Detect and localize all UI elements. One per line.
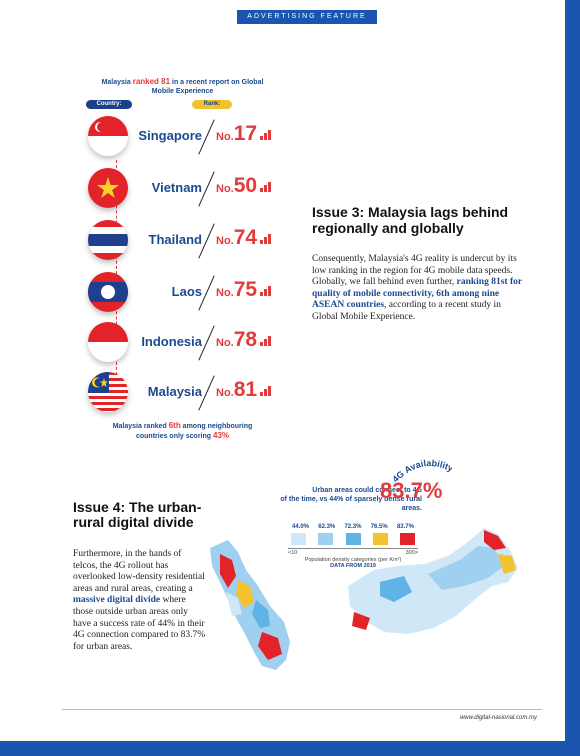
country-name: Vietnam: [151, 180, 202, 195]
rank-prefix: No.: [216, 287, 234, 299]
rank-number: 50: [233, 174, 258, 197]
rank-row-thailand: Thailand No.74: [88, 220, 288, 260]
ranking-title-highlight: ranked 81: [132, 77, 171, 86]
signal-bars-icon: [260, 127, 272, 145]
issue4-body-highlight: massive digital divide: [73, 595, 161, 606]
legend-value: 62.3%: [318, 524, 336, 530]
issue4-body-post: where those outside urban areas only hav…: [73, 595, 206, 652]
rank-prefix: No.: [216, 387, 234, 399]
legend-swatch: [318, 533, 334, 545]
rank-value: No.75: [216, 278, 272, 302]
signal-bars-icon: [260, 383, 272, 401]
legend-swatch: [291, 533, 306, 545]
indonesia-flag-icon: [88, 322, 128, 362]
signal-bars-icon: [260, 179, 272, 197]
footer-divider: [62, 709, 542, 710]
legend-value: 76.5%: [370, 524, 388, 530]
legend-value: 83.7%: [396, 524, 414, 530]
page: ADVERTISING FEATURE Malaysia ranked 81 i…: [0, 0, 565, 741]
rank-row-vietnam: Vietnam No.50: [88, 168, 288, 208]
ranking-title: Malaysia ranked 81 in a recent report on…: [100, 77, 265, 96]
country-name: Singapore: [138, 128, 202, 143]
country-name: Indonesia: [141, 334, 202, 349]
footer-url[interactable]: www.digital-nasional.com.my: [459, 715, 537, 721]
axis-note: Population density categories (per Km²): [304, 557, 402, 563]
footnote-pre: Malaysia ranked: [112, 423, 169, 430]
rank-prefix: No.: [216, 183, 234, 195]
rank-number: 75: [233, 278, 258, 301]
footnote-rank: 6th: [168, 421, 181, 430]
rank-value: No.50: [216, 174, 272, 198]
country-name: Thailand: [148, 232, 202, 247]
footnote-mid: among neighbouring countries only scorin…: [135, 423, 253, 440]
ranking-title-pre: Malaysia: [101, 79, 133, 86]
legend-value: 44.0%: [292, 524, 310, 530]
rank-number: 78: [233, 328, 258, 351]
rank-value: No.78: [216, 328, 272, 352]
footnote-score: 43%: [213, 431, 230, 440]
legend-axis: <10 300>: [288, 548, 418, 556]
signal-bars-icon: [260, 283, 272, 301]
country-name: Laos: [171, 284, 202, 299]
rank-prefix: No.: [216, 235, 234, 247]
signal-bars-icon: [260, 333, 272, 351]
rank-number: 17: [233, 122, 258, 145]
ranking-title-post: in a recent report on Global Mobile Expe…: [151, 79, 264, 95]
malaysia-flag-icon: [88, 372, 128, 412]
rank-value: No.74: [216, 226, 272, 250]
ranking-footnote: Malaysia ranked 6th among neighbouring c…: [100, 421, 265, 441]
country-name: Malaysia: [147, 384, 202, 399]
rank-prefix: No.: [216, 131, 234, 143]
signal-bars-icon: [260, 231, 272, 249]
issue3-heading: Issue 3: Malaysia lags behind regionally…: [312, 204, 509, 236]
legend-swatches: [288, 533, 418, 545]
urban-availability-text: Urban areas could connect to 4G of the t…: [262, 486, 422, 513]
rank-prefix: No.: [216, 337, 234, 349]
availability-legend: 44.0% 62.3% 72.3% 76.5% 83.7% <10 300> P…: [288, 524, 418, 569]
issue3-body: Consequently, Malaysia's 4G reality is u…: [312, 254, 527, 324]
singapore-flag-icon: [88, 116, 128, 156]
issue3-body-highlight: ranking 81st for quality of mobile conne…: [312, 277, 522, 311]
issue4-heading: Issue 4: The urban-rural digital divide: [73, 499, 202, 530]
rank-row-indonesia: Indonesia No.78: [88, 322, 288, 362]
rank-column-pill: Rank:: [192, 100, 232, 109]
malaysia-coverage-map: [210, 528, 518, 670]
rank-value: No.81: [216, 378, 272, 402]
legend-swatch: [345, 533, 361, 545]
country-column-pill: Country:: [86, 100, 132, 109]
urban-text-line1: Urban areas could connect to 4G: [312, 487, 422, 494]
axis-low-label: <10: [288, 550, 298, 556]
vietnam-flag-icon: [88, 168, 128, 208]
rank-number: 74: [233, 226, 258, 249]
legend-value: 72.3%: [344, 524, 362, 530]
laos-flag-icon: [88, 272, 128, 312]
data-source: DATA FROM 2019: [330, 563, 376, 569]
legend-swatch: [400, 533, 415, 545]
legend-swatch: [372, 533, 388, 545]
urban-text-line2: of the time, vs 44% of sparsely dense ru…: [280, 496, 422, 512]
issue4-body-pre: Furthermore, in the hands of telcos, the…: [73, 549, 205, 594]
rank-value: No.17: [216, 122, 272, 146]
issue3-body-pre: Consequently, Malaysia's 4G reality is u…: [312, 254, 517, 288]
axis-high-label: 300>: [405, 550, 418, 556]
thailand-flag-icon: [88, 220, 128, 260]
rank-row-laos: Laos No.75: [88, 272, 288, 312]
rank-number: 81: [233, 378, 258, 401]
rank-row-singapore: Singapore No.17: [88, 116, 288, 156]
issue3-body-post: , according to a recent study in Global …: [312, 300, 501, 322]
legend-values: 44.0% 62.3% 72.3% 76.5% 83.7%: [288, 524, 418, 530]
advertising-feature-label: ADVERTISING FEATURE: [237, 10, 377, 24]
issue4-body: Furthermore, in the hands of telcos, the…: [73, 549, 208, 653]
urban-percentage: 83.7%: [380, 478, 443, 503]
rank-row-malaysia: Malaysia No.81: [88, 372, 288, 412]
connector-dashed-line: [116, 160, 117, 380]
4g-availability-badge: 4G Availability: [392, 458, 452, 484]
